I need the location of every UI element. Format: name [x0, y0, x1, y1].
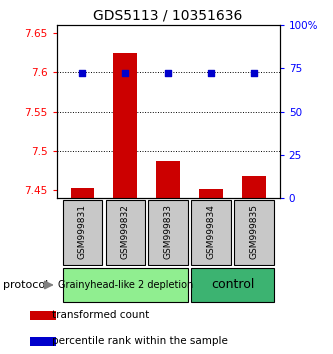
FancyBboxPatch shape — [63, 268, 188, 302]
Text: protocol: protocol — [3, 280, 49, 290]
Text: transformed count: transformed count — [52, 310, 150, 320]
Text: GSM999835: GSM999835 — [249, 204, 258, 259]
FancyBboxPatch shape — [191, 200, 231, 265]
Text: GSM999833: GSM999833 — [164, 204, 173, 259]
Bar — [114, 53, 137, 198]
Point — [166, 70, 171, 76]
Text: GSM999834: GSM999834 — [206, 204, 215, 259]
Text: percentile rank within the sample: percentile rank within the sample — [52, 336, 228, 346]
Point — [208, 70, 214, 76]
FancyBboxPatch shape — [149, 200, 188, 265]
FancyBboxPatch shape — [234, 200, 274, 265]
Bar — [242, 176, 266, 198]
Point — [251, 70, 257, 76]
FancyBboxPatch shape — [63, 200, 102, 265]
Bar — [71, 188, 94, 198]
Text: Grainyhead-like 2 depletion: Grainyhead-like 2 depletion — [58, 280, 193, 290]
Text: GSM999831: GSM999831 — [78, 204, 87, 259]
FancyBboxPatch shape — [191, 268, 274, 302]
Text: GSM999832: GSM999832 — [121, 204, 130, 259]
Title: GDS5113 / 10351636: GDS5113 / 10351636 — [94, 8, 243, 22]
Text: control: control — [211, 279, 254, 291]
Bar — [157, 161, 180, 198]
FancyBboxPatch shape — [106, 200, 145, 265]
Point — [80, 70, 85, 76]
Bar — [199, 189, 223, 198]
Bar — [30, 337, 56, 346]
Point — [123, 70, 128, 76]
Bar — [30, 311, 56, 320]
